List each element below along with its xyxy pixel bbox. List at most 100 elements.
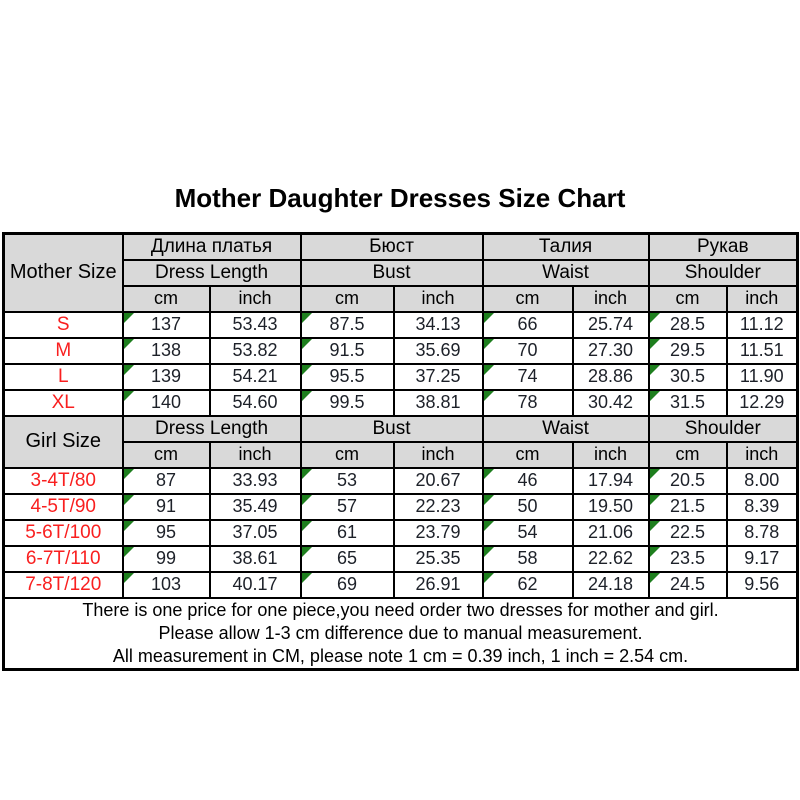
- size-label: S: [2, 310, 124, 339]
- col-header-en-dress-length: Dress Length: [121, 258, 302, 287]
- col-header-girl-waist: Waist: [481, 414, 650, 443]
- value-cm-cell: 137: [121, 310, 211, 339]
- size-label: 6-7T/110: [2, 544, 124, 573]
- value-cm-cell: 140: [121, 388, 211, 417]
- value-inch-cell: 8.39: [725, 492, 799, 521]
- value-inch-cell: 17.94: [571, 466, 650, 495]
- table-row: S 137 53.43 87.5 34.13 66 25.74 28.5 11.12: [2, 310, 799, 339]
- note-line: All measurement in CM, please note 1 cm …: [112, 645, 689, 666]
- value-cm-cell: 99: [121, 544, 211, 573]
- value-cm-cell: 65: [299, 544, 395, 573]
- value-cm-cell: 29.5: [647, 336, 728, 365]
- notes-row: There is one price for one piece,you nee…: [2, 596, 799, 670]
- table-row: 4-5T/90 91 35.49 57 22.23 50 19.50 21.5 8.39: [2, 492, 799, 521]
- value-cm-cell: 66: [481, 310, 574, 339]
- value-inch-cell: 28.86: [571, 362, 650, 391]
- unit-header-inch: inch: [571, 440, 650, 469]
- table-row: 6-7T/110 99 38.61 65 25.35 58 22.62 23.5 9.17: [2, 544, 799, 573]
- unit-header-inch: inch: [392, 440, 484, 469]
- value-cm-cell: 24.5: [647, 570, 728, 599]
- unit-header-inch: inch: [725, 440, 799, 469]
- value-cm-cell: 31.5: [647, 388, 728, 417]
- note-line: Please allow 1-3 cm difference due to ma…: [158, 622, 643, 643]
- col-header-ru-waist: Талия: [481, 232, 650, 261]
- note-line: There is one price for one piece,you nee…: [82, 599, 719, 620]
- header-row-girl-units: cm inch cm inch cm inch cm inch: [4, 440, 799, 469]
- value-cm-cell: 87: [121, 466, 211, 495]
- unit-header-cm: cm: [121, 440, 211, 469]
- size-label: XL: [2, 388, 124, 417]
- value-inch-cell: 11.51: [725, 336, 799, 365]
- table-row: M 138 53.82 91.5 35.69 70 27.30 29.5 11.51: [2, 336, 799, 365]
- header-row-russian: Mother Size Длина платья Бюст Талия Рука…: [2, 232, 799, 313]
- value-inch-cell: 53.82: [208, 336, 302, 365]
- value-inch-cell: 30.42: [571, 388, 650, 417]
- value-inch-cell: 9.17: [725, 544, 799, 573]
- value-cm-cell: 99.5: [299, 388, 395, 417]
- value-cm-cell: 70: [481, 336, 574, 365]
- value-inch-cell: 8.00: [725, 466, 799, 495]
- notes-cell: There is one price for one piece,you nee…: [2, 596, 799, 670]
- value-cm-cell: 87.5: [299, 310, 395, 339]
- value-inch-cell: 12.29: [725, 388, 799, 417]
- value-inch-cell: 26.91: [392, 570, 484, 599]
- value-cm-cell: 50: [481, 492, 574, 521]
- value-inch-cell: 24.18: [571, 570, 650, 599]
- col-header-en-waist: Waist: [481, 258, 650, 287]
- unit-header-cm: cm: [299, 284, 395, 313]
- col-header-ru-shoulder: Рукав: [647, 232, 799, 261]
- unit-header-cm: cm: [647, 284, 728, 313]
- value-cm-cell: 91.5: [299, 336, 395, 365]
- table-row: XL 140 54.60 99.5 38.81 78 30.42 31.5 12.29: [2, 388, 799, 417]
- col-header-girl-dress-length: Dress Length: [121, 414, 302, 443]
- notes-section: There is one price for one piece,you nee…: [2, 596, 799, 670]
- value-cm-cell: 69: [299, 570, 395, 599]
- value-inch-cell: 35.69: [392, 336, 484, 365]
- value-inch-cell: 54.21: [208, 362, 302, 391]
- girl-size-rows: 3-4T/80 87 33.93 53 20.67 46 17.94 20.5 8.00 4-5T…: [2, 466, 799, 599]
- value-inch-cell: 34.13: [392, 310, 484, 339]
- unit-header-inch: inch: [208, 284, 302, 313]
- girl-size-header: Girl Size: [2, 414, 124, 469]
- value-inch-cell: 19.50: [571, 492, 650, 521]
- size-label: 7-8T/120: [2, 570, 124, 599]
- size-label: 5-6T/100: [2, 518, 124, 547]
- size-label: M: [2, 336, 124, 365]
- value-inch-cell: 54.60: [208, 388, 302, 417]
- size-label: 3-4T/80: [2, 466, 124, 495]
- value-inch-cell: 38.81: [392, 388, 484, 417]
- unit-header-cm: cm: [121, 284, 211, 313]
- value-cm-cell: 30.5: [647, 362, 728, 391]
- value-inch-cell: 33.93: [208, 466, 302, 495]
- girl-header: Girl Size Dress Length Bust Waist Should…: [2, 414, 799, 469]
- size-label: L: [2, 362, 124, 391]
- value-inch-cell: 9.56: [725, 570, 799, 599]
- unit-header-inch: inch: [208, 440, 302, 469]
- value-inch-cell: 38.61: [208, 544, 302, 573]
- value-inch-cell: 53.43: [208, 310, 302, 339]
- value-inch-cell: 40.17: [208, 570, 302, 599]
- value-cm-cell: 21.5: [647, 492, 728, 521]
- value-cm-cell: 57: [299, 492, 395, 521]
- value-cm-cell: 61: [299, 518, 395, 547]
- value-cm-cell: 95: [121, 518, 211, 547]
- value-cm-cell: 28.5: [647, 310, 728, 339]
- mother-size-rows: S 137 53.43 87.5 34.13 66 25.74 28.5 11.12 M 138 53…: [2, 310, 799, 417]
- unit-header-inch: inch: [392, 284, 484, 313]
- value-cm-cell: 53: [299, 466, 395, 495]
- value-cm-cell: 78: [481, 388, 574, 417]
- unit-header-cm: cm: [481, 284, 574, 313]
- mother-header: Mother Size Длина платья Бюст Талия Рука…: [2, 232, 799, 313]
- value-inch-cell: 37.05: [208, 518, 302, 547]
- value-cm-cell: 54: [481, 518, 574, 547]
- unit-header-inch: inch: [571, 284, 650, 313]
- value-inch-cell: 35.49: [208, 492, 302, 521]
- value-inch-cell: 21.06: [571, 518, 650, 547]
- value-cm-cell: 46: [481, 466, 574, 495]
- col-header-en-shoulder: Shoulder: [647, 258, 799, 287]
- col-header-en-bust: Bust: [299, 258, 484, 287]
- value-cm-cell: 95.5: [299, 362, 395, 391]
- mother-size-header: Mother Size: [2, 232, 124, 313]
- size-label: 4-5T/90: [2, 492, 124, 521]
- value-cm-cell: 22.5: [647, 518, 728, 547]
